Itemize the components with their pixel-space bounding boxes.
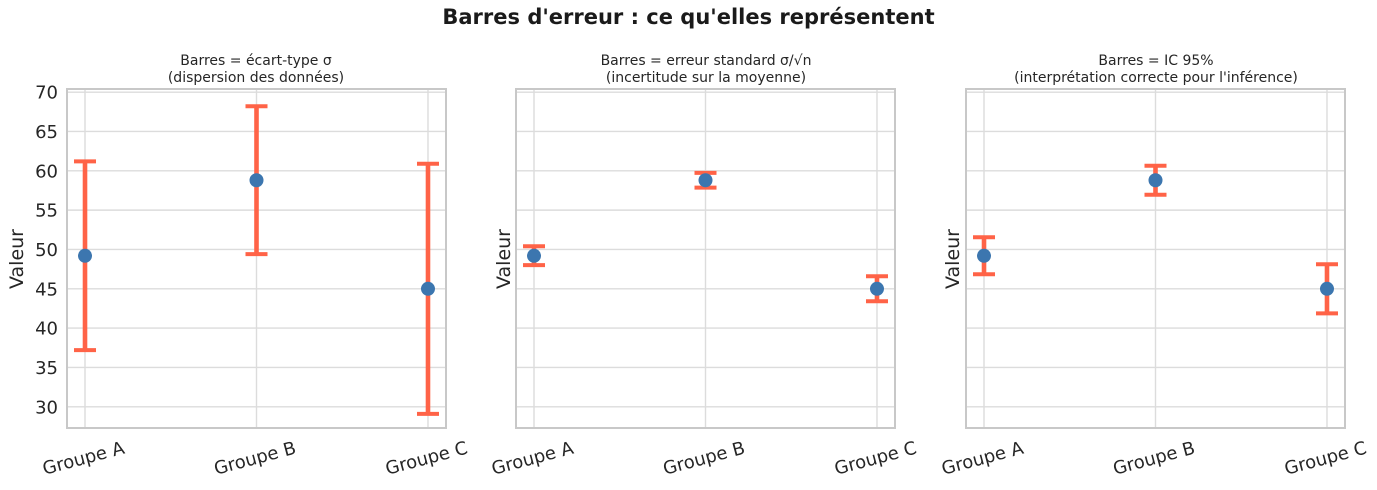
y-tick-label: 65: [35, 122, 58, 143]
data-point: [1148, 173, 1163, 188]
data-point: [1319, 281, 1334, 296]
subplot-2: Groupe A Groupe B Groupe C: [939, 88, 1369, 480]
x-tick-label: Groupe A: [489, 438, 576, 480]
y-tick-label: 45: [35, 279, 58, 300]
axes-border: [66, 88, 447, 429]
data-point: [420, 281, 435, 296]
subplot-1: Groupe A Groupe B Groupe C: [489, 88, 919, 480]
subplot-title-line1: Barres = erreur standard σ/√n: [600, 53, 812, 69]
x-tick-label: Groupe B: [1111, 438, 1198, 480]
data-point: [249, 173, 264, 188]
x-tick-label: Groupe B: [212, 438, 299, 480]
x-tick-label: Groupe C: [383, 438, 470, 480]
axes-border: [965, 88, 1346, 429]
subplot-title-line1: Barres = écart-type σ: [180, 53, 332, 69]
data-point: [78, 248, 93, 263]
x-tick-label: Groupe A: [40, 438, 127, 480]
data-point: [527, 248, 542, 263]
subplot-title-line1: Barres = IC 95%: [1098, 53, 1214, 69]
data-point: [977, 248, 992, 263]
subplot-title-ci: Barres = IC 95% (interprétation correcte…: [986, 53, 1326, 87]
data-point: [698, 173, 713, 188]
subplot-title-line2: (incertitude sur la moyenne): [605, 70, 807, 86]
x-tick-label: Groupe A: [939, 438, 1026, 480]
figure-title: Barres d'erreur : ce qu'elles représente…: [442, 5, 935, 29]
x-tick-label: Groupe C: [832, 438, 919, 480]
y-tick-label: 55: [35, 201, 58, 222]
y-tick-label: 50: [35, 240, 58, 261]
y-tick-label: 70: [35, 83, 58, 104]
subplot-title-se: Barres = erreur standard σ/√n (incertitu…: [536, 53, 876, 87]
subplot-title-std: Barres = écart-type σ (dispersion des do…: [86, 53, 426, 87]
subplot-title-line2: (dispersion des données): [167, 70, 345, 86]
y-tick-label: 40: [35, 319, 58, 340]
y-tick-label: 60: [35, 161, 58, 182]
x-tick-label: Groupe B: [661, 438, 748, 480]
y-tick-label: 35: [35, 358, 58, 379]
x-tick-label: Groupe C: [1282, 438, 1369, 480]
subplot-0: Groupe A Groupe B Groupe C 30 35 40 45 50 55 60 65…: [35, 83, 470, 480]
axes-border: [515, 88, 896, 429]
y-tick-label: 30: [35, 397, 58, 418]
data-point: [869, 281, 884, 296]
subplot-title-line2: (interprétation correcte pour l'inférenc…: [1014, 70, 1298, 86]
